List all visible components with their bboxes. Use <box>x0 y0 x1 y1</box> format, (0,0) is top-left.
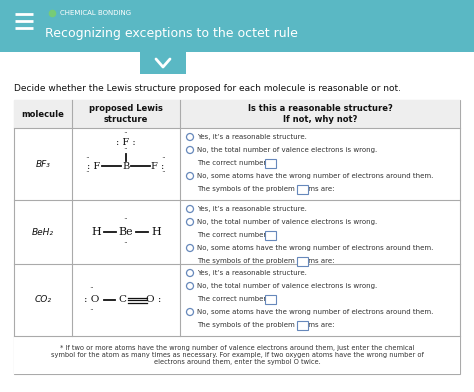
Text: molecule: molecule <box>21 109 64 118</box>
Bar <box>0 0 474 52</box>
Text: CHEMICAL BONDING: CHEMICAL BONDING <box>60 10 131 16</box>
Text: No, some atoms have the wrong number of electrons around them.: No, some atoms have the wrong number of … <box>197 173 433 179</box>
Text: The correct number is:: The correct number is: <box>197 160 276 166</box>
Text: B: B <box>122 162 129 171</box>
Bar <box>0 52 474 392</box>
Text: BF₃: BF₃ <box>36 160 50 169</box>
Bar <box>297 321 308 330</box>
Text: BeH₂: BeH₂ <box>32 227 54 236</box>
Bar <box>140 52 186 74</box>
Text: : O: : O <box>84 296 100 305</box>
Text: The correct number is:: The correct number is: <box>197 296 276 302</box>
Text: O :: O : <box>146 296 162 305</box>
Text: No, the total number of valence electrons is wrong.: No, the total number of valence electron… <box>197 147 377 153</box>
Text: ··: ·· <box>90 285 94 294</box>
Text: C: C <box>118 296 126 305</box>
Text: ··: ·· <box>124 240 128 249</box>
Text: No, some atoms have the wrong number of electrons around them.: No, some atoms have the wrong number of … <box>197 309 433 315</box>
Text: : F :: : F : <box>116 138 136 147</box>
Text: ··: ·· <box>86 169 91 178</box>
Text: No, the total number of valence electrons is wrong.: No, the total number of valence electron… <box>197 283 377 289</box>
Text: The symbols of the problem atoms are:: The symbols of the problem atoms are: <box>197 322 335 328</box>
Text: Yes, it’s a reasonable structure.: Yes, it’s a reasonable structure. <box>197 206 307 212</box>
Text: ··: ·· <box>124 145 128 154</box>
Bar <box>14 336 460 374</box>
Text: The symbols of the problem atoms are:: The symbols of the problem atoms are: <box>197 258 335 264</box>
Text: * If two or more atoms have the wrong number of valence electrons around them, j: * If two or more atoms have the wrong nu… <box>51 345 423 365</box>
Text: H: H <box>91 227 101 237</box>
Text: Yes, it’s a reasonable structure.: Yes, it’s a reasonable structure. <box>197 134 307 140</box>
Text: Is this a reasonable structure?
If not, why not?: Is this a reasonable structure? If not, … <box>247 104 392 124</box>
Text: ··: ·· <box>90 307 94 316</box>
Text: No, the total number of valence electrons is wrong.: No, the total number of valence electron… <box>197 219 377 225</box>
Text: The correct number is:: The correct number is: <box>197 232 276 238</box>
Text: Be: Be <box>118 227 133 237</box>
Text: ··: ·· <box>162 154 166 163</box>
Text: Decide whether the Lewis structure proposed for each molecule is reasonable or n: Decide whether the Lewis structure propo… <box>14 83 401 93</box>
Text: ··: ·· <box>86 154 91 163</box>
Text: proposed Lewis
structure: proposed Lewis structure <box>89 104 163 124</box>
Bar <box>265 158 276 167</box>
Bar <box>297 256 308 265</box>
Text: F :: F : <box>151 162 164 171</box>
Bar <box>265 230 276 240</box>
Text: : F: : F <box>87 162 100 171</box>
Text: H: H <box>151 227 161 237</box>
Text: ··: ·· <box>124 216 128 225</box>
Text: ··: ·· <box>124 129 128 138</box>
Bar <box>297 185 308 194</box>
Bar <box>14 100 460 128</box>
Bar <box>265 294 276 303</box>
Text: Recognizing exceptions to the octet rule: Recognizing exceptions to the octet rule <box>45 27 298 40</box>
Bar <box>14 100 460 374</box>
Text: No, some atoms have the wrong number of electrons around them.: No, some atoms have the wrong number of … <box>197 245 433 251</box>
Text: Yes, it’s a reasonable structure.: Yes, it’s a reasonable structure. <box>197 270 307 276</box>
Text: CO₂: CO₂ <box>35 296 52 305</box>
Text: ··: ·· <box>162 169 166 178</box>
Text: The symbols of the problem atoms are:: The symbols of the problem atoms are: <box>197 186 335 192</box>
